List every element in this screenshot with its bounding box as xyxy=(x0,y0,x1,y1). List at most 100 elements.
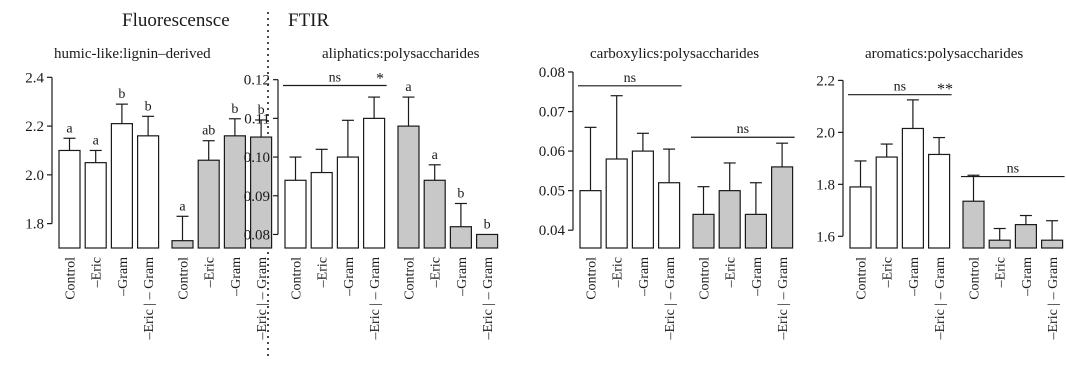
x-tick-label: –Eric xyxy=(724,257,739,288)
x-tick-label: Control xyxy=(968,257,983,300)
x-tick-label: –Eric xyxy=(90,257,105,288)
x-tick-label: Control xyxy=(855,257,870,300)
bar xyxy=(849,186,872,249)
fluorescence-section-title: Fluorescensce xyxy=(122,10,230,31)
bar xyxy=(336,156,359,249)
bar xyxy=(657,182,681,249)
chart-title: aromatics:polysaccharides xyxy=(865,46,1023,62)
y-tick-label: 0.06 xyxy=(539,144,566,160)
ns-label: ns xyxy=(624,71,636,86)
significance-star: * xyxy=(376,71,384,88)
bar xyxy=(110,123,134,249)
significance-letter: ab xyxy=(202,124,215,139)
x-tick-label: –Eric xyxy=(203,257,218,288)
bar xyxy=(449,226,472,249)
x-tick-label: –Gram xyxy=(637,257,652,297)
ftir-section-title: FTIR xyxy=(288,10,330,31)
bar xyxy=(423,179,446,249)
significance-letter: b xyxy=(231,102,238,117)
bar xyxy=(718,190,741,249)
x-tick-label: Control xyxy=(585,257,600,300)
bar xyxy=(875,156,898,249)
y-tick-label: 0.09 xyxy=(244,189,270,205)
bar xyxy=(476,233,499,249)
y-tick-label: 0.10 xyxy=(244,150,270,166)
x-tick-label: –Gram xyxy=(342,257,357,297)
bar xyxy=(692,213,715,249)
significance-letter: b xyxy=(145,99,152,114)
x-tick-label: –Eric | – Gram xyxy=(933,257,948,341)
ns-label: ns xyxy=(737,122,749,137)
x-tick-label: –Eric | – Gram xyxy=(368,257,383,341)
y-tick-label: 2.2 xyxy=(25,119,44,135)
bar xyxy=(363,117,386,249)
y-tick-label: 1.8 xyxy=(25,217,44,233)
x-tick-label: –Gram xyxy=(116,257,131,297)
bar xyxy=(171,240,194,249)
y-tick-label: 0.08 xyxy=(244,227,270,243)
y-tick-label: 2.2 xyxy=(816,73,835,89)
x-tick-label: –Gram xyxy=(1020,257,1035,297)
significance-letter: a xyxy=(432,148,439,163)
x-tick-label: –Gram xyxy=(907,257,922,297)
x-tick-label: –Eric | – Gram xyxy=(663,257,678,341)
bar xyxy=(310,171,333,249)
x-tick-label: –Eric | – Gram xyxy=(142,257,157,341)
x-tick-label: –Eric | – Gram xyxy=(776,257,791,341)
significance-letter: a xyxy=(179,199,186,214)
x-tick-label: –Eric | – Gram xyxy=(255,257,270,341)
x-tick-label: –Eric | – Gram xyxy=(481,257,496,341)
x-tick-label: Control xyxy=(290,257,305,300)
x-tick-label: –Gram xyxy=(750,257,765,297)
x-tick-label: Control xyxy=(64,257,79,300)
y-tick-label: 1.8 xyxy=(816,177,835,193)
bar xyxy=(284,179,307,249)
bar xyxy=(631,150,655,249)
bar xyxy=(927,153,951,249)
significance-letter: b xyxy=(457,187,464,202)
bar xyxy=(223,135,246,249)
y-tick-label: 0.11 xyxy=(244,111,270,127)
y-tick-label: 2.0 xyxy=(25,168,44,184)
bar xyxy=(197,159,220,249)
chart-title: humic-like:lignin–derived xyxy=(54,46,211,62)
y-tick-label: 0.07 xyxy=(539,105,566,121)
y-tick-label: 0.12 xyxy=(244,73,270,89)
y-tick-label: 2.0 xyxy=(816,125,835,141)
significance-letter: a xyxy=(93,133,100,148)
significance-letter: a xyxy=(405,80,412,95)
bar xyxy=(579,190,602,249)
significance-star: ** xyxy=(937,81,953,98)
x-tick-label: –Eric xyxy=(611,257,626,288)
bar xyxy=(605,158,628,249)
significance-letter: b xyxy=(484,217,491,232)
x-tick-label: Control xyxy=(177,257,192,300)
y-tick-label: 2.4 xyxy=(25,70,44,86)
bar xyxy=(58,149,81,249)
chart-title: carboxylics:polysaccharides xyxy=(590,46,759,62)
ns-label: ns xyxy=(1007,162,1019,177)
bar xyxy=(744,213,768,249)
x-tick-label: –Eric xyxy=(429,257,444,288)
x-tick-label: –Eric xyxy=(881,257,896,288)
significance-letter: b xyxy=(118,87,125,102)
ns-label: ns xyxy=(894,80,906,95)
x-tick-label: –Eric | – Gram xyxy=(1046,257,1061,341)
y-tick-label: 1.6 xyxy=(816,229,835,245)
bar xyxy=(988,239,1011,249)
x-tick-label: Control xyxy=(403,257,418,300)
x-tick-label: –Eric xyxy=(994,257,1009,288)
bar xyxy=(137,135,160,249)
bar xyxy=(770,166,794,249)
x-tick-label: –Gram xyxy=(455,257,470,297)
y-tick-label: 0.08 xyxy=(539,65,565,81)
bar xyxy=(84,162,107,249)
bar xyxy=(962,200,985,249)
y-tick-label: 0.05 xyxy=(539,184,565,200)
bar xyxy=(901,127,925,249)
x-tick-label: –Eric xyxy=(316,257,331,288)
x-tick-label: Control xyxy=(698,257,713,300)
chart-title: aliphatics:polysaccharides xyxy=(322,46,480,62)
